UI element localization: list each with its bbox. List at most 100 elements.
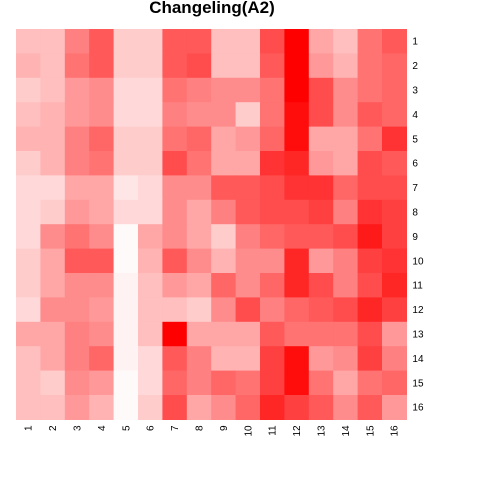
heatmap-cell-r13-c4 — [89, 321, 115, 347]
heatmap-cell-r15-c16 — [382, 370, 407, 396]
heatmap-cell-r13-c12 — [284, 321, 310, 347]
heatmap-cell-r11-c8 — [186, 273, 212, 298]
heatmap-cell-r10-c1 — [16, 248, 41, 274]
heatmap-cell-r13-c14 — [333, 321, 359, 347]
column-label-12: 12 — [292, 425, 303, 437]
heatmap-cell-r14-c8 — [186, 346, 212, 372]
heatmap-cell-r1-c6 — [138, 29, 163, 54]
row-label-9: 9 — [412, 232, 418, 243]
row-label-8: 8 — [412, 208, 418, 219]
heatmap-cell-r3-c5 — [113, 77, 139, 103]
heatmap-cell-r4-c2 — [40, 102, 66, 128]
column-label-15: 15 — [365, 425, 376, 437]
heatmap-cell-r9-c16 — [382, 224, 407, 250]
heatmap-cell-r7-c15 — [357, 175, 383, 201]
heatmap-cell-r14-c4 — [89, 346, 115, 372]
heatmap-cell-r12-c2 — [40, 297, 66, 323]
heatmap-cell-r6-c12 — [284, 151, 310, 176]
heatmap-cell-r13-c15 — [357, 321, 383, 347]
heatmap-cell-r1-c11 — [260, 29, 285, 54]
heatmap-cell-r11-c11 — [260, 273, 285, 298]
heatmap-cell-r11-c13 — [308, 273, 334, 298]
heatmap-cell-r2-c2 — [40, 53, 66, 79]
heatmap-cell-r10-c4 — [89, 248, 115, 274]
heatmap-cell-r10-c5 — [113, 248, 139, 274]
heatmap-cell-r12-c1 — [16, 297, 41, 323]
heatmap-cell-r1-c10 — [235, 29, 261, 54]
column-label-13: 13 — [317, 425, 328, 437]
heatmap-cell-r8-c16 — [382, 199, 407, 225]
heatmap-cell-r13-c7 — [162, 321, 188, 347]
heatmap-cell-r13-c10 — [235, 321, 261, 347]
heatmap-cell-r8-c8 — [186, 199, 212, 225]
heatmap-cell-r15-c11 — [260, 370, 285, 396]
chart-title: Changeling(A2) — [149, 0, 275, 17]
heatmap-cell-r9-c8 — [186, 224, 212, 250]
row-label-1: 1 — [412, 37, 418, 48]
heatmap-cell-r15-c13 — [308, 370, 334, 396]
heatmap-cell-r2-c13 — [308, 53, 334, 79]
heatmap-cell-r2-c15 — [357, 53, 383, 79]
row-label-12: 12 — [412, 305, 424, 316]
row-label-10: 10 — [412, 256, 424, 267]
heatmap-cell-r5-c9 — [211, 126, 237, 152]
heatmap-cell-r10-c6 — [138, 248, 163, 274]
heatmap-cell-r3-c1 — [16, 77, 41, 103]
row-label-6: 6 — [412, 159, 418, 170]
heatmap-cell-r6-c16 — [382, 151, 407, 176]
heatmap-cell-r2-c9 — [211, 53, 237, 79]
heatmap-cell-r15-c15 — [357, 370, 383, 396]
heatmap-cell-r13-c9 — [211, 321, 237, 347]
heatmap-cell-r4-c16 — [382, 102, 407, 128]
heatmap-cell-r16-c10 — [235, 395, 261, 420]
heatmap-cell-r12-c4 — [89, 297, 115, 323]
heatmap-cell-r9-c14 — [333, 224, 359, 250]
heatmap-cell-r8-c1 — [16, 199, 41, 225]
heatmap-cell-r8-c12 — [284, 199, 310, 225]
heatmap-cell-r3-c3 — [64, 77, 90, 103]
heatmap-cell-r12-c10 — [235, 297, 261, 323]
heatmap-cell-r1-c7 — [162, 29, 188, 54]
heatmap-cell-r15-c7 — [162, 370, 188, 396]
heatmap-cell-r11-c16 — [382, 273, 407, 298]
heatmap-cell-r16-c4 — [89, 395, 115, 420]
heatmap-cell-r6-c15 — [357, 151, 383, 176]
heatmap-cell-r7-c11 — [260, 175, 285, 201]
row-label-13: 13 — [412, 330, 424, 341]
heatmap-cell-r2-c12 — [284, 53, 310, 79]
heatmap-cell-r10-c7 — [162, 248, 188, 274]
heatmap-cell-r10-c3 — [64, 248, 90, 274]
heatmap-cell-r1-c1 — [16, 29, 41, 54]
heatmap-cell-r12-c3 — [64, 297, 90, 323]
heatmap-cell-r2-c16 — [382, 53, 407, 79]
heatmap-cell-r11-c14 — [333, 273, 359, 298]
heatmap-cell-r13-c1 — [16, 321, 41, 347]
heatmap-cell-r2-c5 — [113, 53, 139, 79]
heatmap-cell-r14-c2 — [40, 346, 66, 372]
heatmap-cell-r7-c14 — [333, 175, 359, 201]
heatmap-cell-r13-c5 — [113, 321, 139, 347]
heatmap-cell-r5-c5 — [113, 126, 139, 152]
heatmap-cell-r11-c2 — [40, 273, 66, 298]
heatmap-cell-r13-c2 — [40, 321, 66, 347]
heatmap-cell-r15-c6 — [138, 370, 163, 396]
heatmap-cell-r14-c10 — [235, 346, 261, 372]
heatmap-cell-r4-c12 — [284, 102, 310, 128]
heatmap-cell-r8-c5 — [113, 199, 139, 225]
column-label-1: 1 — [24, 425, 35, 431]
heatmap-cell-r8-c7 — [162, 199, 188, 225]
column-label-9: 9 — [219, 425, 230, 431]
heatmap-cell-r3-c10 — [235, 77, 261, 103]
heatmap-cell-r1-c5 — [113, 29, 139, 54]
row-label-7: 7 — [412, 183, 418, 194]
heatmap-cell-r10-c8 — [186, 248, 212, 274]
heatmap-cell-r3-c6 — [138, 77, 163, 103]
heatmap-cell-r9-c2 — [40, 224, 66, 250]
heatmap-cell-r6-c5 — [113, 151, 139, 176]
heatmap-cell-r4-c11 — [260, 102, 285, 128]
column-label-4: 4 — [97, 425, 108, 431]
heatmap-cell-r7-c2 — [40, 175, 66, 201]
heatmap-cell-r7-c8 — [186, 175, 212, 201]
heatmap-cell-r7-c16 — [382, 175, 407, 201]
